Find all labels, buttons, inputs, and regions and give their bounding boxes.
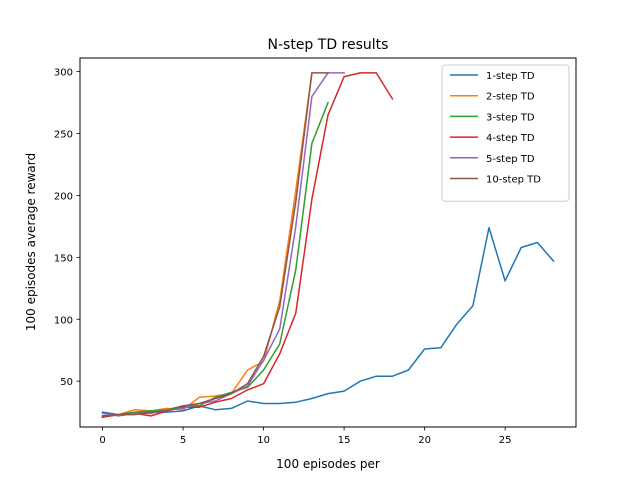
y-tick-label: 300 [54,68,73,79]
legend-label: 5-step TD [486,154,535,165]
y-tick-label: 100 [54,315,73,326]
y-tick-label: 150 [54,253,73,264]
axis-ticks: 0 5 10 15 20 25 50 100 150 200 250 300 [54,68,512,446]
series-line-2-step-td [101,72,313,417]
x-tick-label: 0 [99,435,105,446]
legend-label: 2-step TD [486,92,535,103]
legend-box [441,64,570,202]
x-tick-label: 5 [180,435,186,446]
x-tick-label: 10 [257,435,270,446]
series-line-4-step-td [101,72,394,418]
axes-frame [79,57,577,428]
legend-label: 1-step TD [486,71,535,82]
x-tick-label: 15 [338,435,351,446]
x-axis-label: 100 episodes per [276,457,380,471]
legend-label: 10-step TD [486,175,541,186]
legend-label: 3-step TD [486,112,535,123]
chart-title: N-step TD results [268,37,389,53]
y-tick-label: 250 [54,130,73,141]
y-tick-label: 200 [54,191,73,202]
plot-area [101,72,555,418]
series-line-1-step-td [101,226,555,416]
legend-label: 4-step TD [486,133,535,144]
x-tick-label: 25 [499,435,512,446]
series-line-3-step-td [101,101,329,418]
legend: 1-step TD 2-step TD 3-step TD 4-step TD 5-st… [441,64,570,202]
x-tick-label: 20 [418,435,431,446]
y-tick-label: 50 [60,377,73,388]
series-line-10-step-td [101,72,329,417]
y-axis-label: 100 episodes average reward [24,153,38,331]
